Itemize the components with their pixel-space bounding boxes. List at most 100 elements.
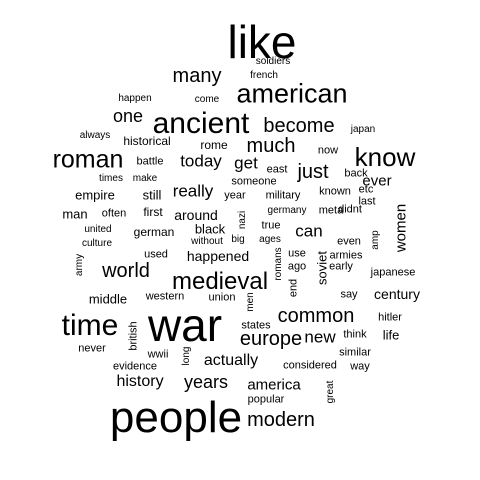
word-one: one [112, 106, 144, 126]
word-back: back [344, 167, 368, 180]
word-year: year [224, 189, 246, 202]
word-always: always [79, 130, 111, 141]
word-amp: amp [370, 230, 381, 250]
word-military: military [265, 189, 301, 202]
word-ages: ages [259, 234, 281, 245]
word-popular: popular [247, 393, 285, 406]
word-someone: someone [231, 175, 277, 188]
word-german: german [133, 225, 175, 239]
word-japan: japan [350, 124, 376, 135]
word-much: much [246, 135, 296, 157]
word-east: east [266, 163, 288, 176]
word-similar: similar [339, 346, 371, 359]
word-known: known [319, 185, 351, 198]
word-life: life [382, 327, 400, 343]
word-really: really [172, 181, 214, 201]
word-think: think [343, 328, 367, 341]
word-like: like [227, 16, 297, 68]
word-hitler: hitler [378, 311, 402, 324]
word-history: history [116, 373, 164, 390]
word-culture: culture [81, 238, 113, 249]
word-men: men [245, 292, 256, 312]
word-use: use [288, 247, 306, 260]
word-actually: actually [203, 352, 259, 369]
word-happen: happen [118, 93, 152, 104]
word-middle: middle [88, 291, 128, 307]
word-meta: meta [318, 204, 344, 217]
word-modern: modern [247, 409, 315, 431]
word-british: british [127, 321, 140, 351]
word-people: people [109, 393, 243, 442]
word-armies: armies [329, 249, 363, 262]
word-army: army [74, 253, 85, 277]
word-say: say [340, 288, 358, 301]
word-wwii: wwii [147, 348, 169, 361]
word-romans: romans [273, 247, 284, 281]
word-can: can [295, 221, 323, 241]
word-know: know [354, 142, 416, 172]
word-last: last [358, 195, 376, 208]
word-common: common [277, 305, 355, 327]
word-union: union [208, 291, 236, 304]
word-world: world [102, 260, 150, 282]
word-never: never [78, 342, 106, 355]
word-make: make [132, 173, 158, 184]
word-new: new [304, 327, 336, 347]
word-europe: europe [239, 328, 303, 350]
word-soldiers: soldiers [255, 56, 291, 67]
word-many: many [172, 65, 222, 87]
word-years: years [183, 372, 229, 392]
word-ancient: ancient [152, 107, 250, 140]
word-first: first [143, 205, 163, 219]
word-around: around [174, 207, 218, 223]
word-western: western [145, 290, 185, 303]
word-soviet: soviet [314, 251, 330, 285]
word-american: american [236, 78, 348, 109]
word-still: still [142, 187, 162, 203]
word-become: become [263, 115, 335, 137]
word-etc: etc [358, 183, 374, 196]
word-nazi: nazi [237, 210, 248, 230]
word-just: just [297, 161, 329, 183]
word-early: early [329, 260, 353, 273]
word-often: often [101, 207, 127, 220]
word-long: long [181, 346, 192, 366]
word-battle: battle [136, 155, 164, 168]
word-happened: happened [186, 248, 250, 264]
word-considered: considered [283, 359, 337, 372]
word-end: end [287, 278, 300, 298]
word-america: america [247, 376, 301, 394]
word-time: time [61, 309, 119, 342]
word-big: big [231, 234, 245, 245]
word-roman: roman [52, 145, 124, 174]
word-empire: empire [75, 187, 115, 203]
word-used: used [144, 248, 168, 261]
word-germany: germany [267, 205, 307, 216]
word-now: now [317, 144, 339, 157]
word-evidence: evidence [112, 360, 158, 373]
word-japanese: japanese [370, 266, 416, 279]
word-ago: ago [287, 260, 307, 273]
word-french: french [250, 70, 278, 81]
word-medieval: medieval [171, 268, 269, 295]
word-even: even [337, 235, 361, 248]
word-true: true [261, 219, 281, 232]
word-united: united [84, 224, 112, 235]
word-come: come [194, 94, 220, 105]
word-didnt: didnt [338, 203, 362, 216]
word-man: man [62, 206, 88, 222]
word-black: black [194, 221, 226, 237]
word-without: without [191, 236, 223, 247]
word-great: great [325, 380, 336, 404]
word-times: times [99, 173, 123, 184]
word-women: women [392, 203, 410, 253]
word-today: today [180, 151, 222, 171]
word-get: get [234, 153, 258, 173]
word-war: war [147, 299, 223, 351]
word-ever: ever [362, 172, 392, 190]
word-century: century [374, 286, 420, 302]
word-historical: historical [123, 134, 171, 148]
word-way: way [350, 360, 370, 373]
word-rome: rome [200, 138, 228, 152]
